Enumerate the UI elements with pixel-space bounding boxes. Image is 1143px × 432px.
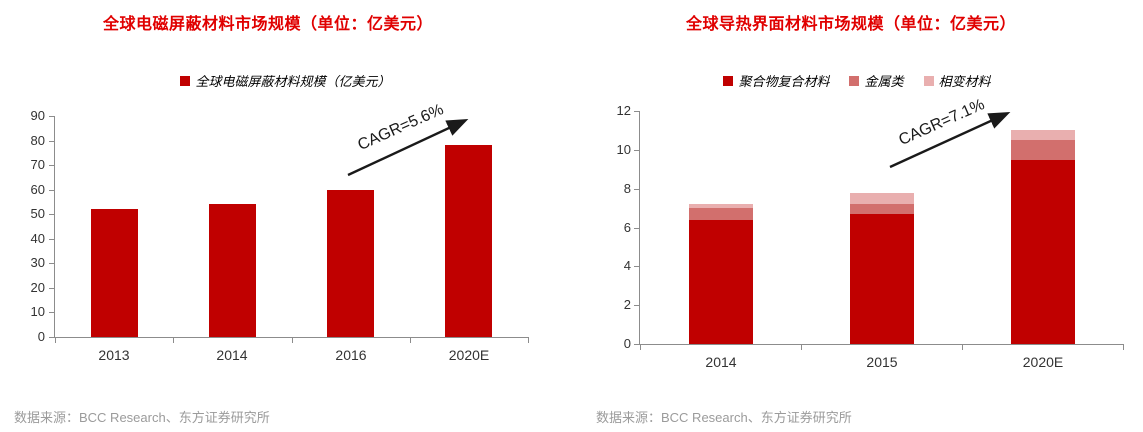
legend-label: 全球电磁屏蔽材料规模（亿美元） (195, 75, 391, 90)
emi-chart-legend: 全球电磁屏蔽材料规模（亿美元） (0, 71, 571, 90)
y-tick-label: 8 (623, 181, 631, 196)
y-tick (49, 141, 54, 142)
bar-segment-2020E-s0 (445, 145, 492, 337)
y-axis-line (54, 116, 55, 338)
y-tick-label: 6 (623, 220, 631, 235)
y-tick-label: 0 (623, 336, 631, 351)
y-tick-label: 2 (623, 297, 631, 312)
bar-segment-2013-s0 (91, 209, 138, 337)
x-tick (962, 345, 963, 350)
y-tick-label: 80 (30, 133, 45, 148)
x-axis-line (639, 344, 1124, 345)
y-tick (634, 344, 639, 345)
bar-segment-2014-s0 (209, 204, 256, 337)
bar-segment-2015-s1 (850, 204, 914, 214)
y-tick (49, 214, 54, 215)
x-category-label: 2015 (866, 354, 898, 370)
y-tick-label: 10 (616, 142, 631, 157)
x-tick (173, 338, 174, 343)
legend-label: 金属类 (864, 75, 904, 90)
emi-shielding-chart-panel: 全球电磁屏蔽材料市场规模（单位：亿美元） 全球电磁屏蔽材料规模（亿美元） 0 10… (0, 0, 571, 432)
tim-chart-title: 全球导热界面材料市场规模（单位：亿美元） (685, 16, 1016, 33)
emi-chart-plot: 0 10 20 30 40 50 60 70 80 90 2013 2014 2016 2020E (0, 0, 571, 432)
y-tick (634, 305, 639, 306)
y-tick (634, 111, 639, 112)
y-tick (49, 239, 54, 240)
y-tick-label: 90 (30, 108, 45, 123)
bar-segment-2016-s0 (327, 189, 374, 337)
x-tick (55, 338, 56, 343)
legend-swatch-icon (923, 75, 934, 86)
x-axis-line (54, 337, 529, 338)
y-tick (634, 266, 639, 267)
bar-segment-2015-s0 (850, 213, 914, 344)
y-tick (49, 190, 54, 191)
legend-swatch-icon (849, 75, 860, 86)
y-tick-label: 12 (616, 103, 631, 118)
x-tick (640, 345, 641, 350)
x-tick (528, 338, 529, 343)
bar-segment-2020E-s1 (1011, 140, 1075, 160)
y-tick-label: 50 (30, 206, 45, 221)
y-tick-label: 10 (30, 304, 45, 319)
bar-segment-2014-s1 (689, 208, 753, 220)
y-tick-label: 4 (623, 258, 631, 273)
y-tick (49, 337, 54, 338)
y-tick (634, 228, 639, 229)
x-category-label: 2020E (1022, 354, 1064, 370)
legend-swatch-icon (723, 75, 734, 86)
y-tick-label: 40 (30, 231, 45, 246)
y-tick-label: 20 (30, 280, 45, 295)
y-tick (49, 263, 54, 264)
legend-item-1: 金属类 (849, 71, 904, 90)
legend-swatch-icon (180, 75, 191, 86)
bar-segment-2014-s2 (689, 204, 753, 209)
y-tick-label: 60 (30, 182, 45, 197)
y-tick-label: 30 (30, 255, 45, 270)
legend-item-0: 全球电磁屏蔽材料规模（亿美元） (180, 71, 391, 90)
bar-segment-2020E-s2 (1011, 130, 1075, 141)
x-category-label: 2020E (448, 347, 490, 363)
y-tick-label: 70 (30, 157, 45, 172)
bar-segment-2020E-s0 (1011, 159, 1075, 344)
tim-chart-legend: 聚合物复合材料 金属类 相变材料 (571, 71, 1143, 90)
legend-item-2: 相变材料 (923, 71, 991, 90)
x-category-label: 2014 (705, 354, 737, 370)
y-tick (634, 189, 639, 190)
tim-trend-arrow-icon (889, 112, 1011, 169)
thermal-interface-chart-panel: 全球导热界面材料市场规模（单位：亿美元） 聚合物复合材料 金属类 相变材料 0 2 4 6… (571, 0, 1143, 432)
y-tick-label: 0 (37, 329, 45, 344)
emi-source-note: 数据来源：BCC Research、东方证券研究所 (14, 410, 270, 425)
y-tick (49, 116, 54, 117)
emi-trend-arrow-icon (347, 118, 469, 177)
legend-label: 聚合物复合材料 (738, 75, 830, 90)
y-tick (49, 165, 54, 166)
bar-segment-2014-s0 (689, 219, 753, 344)
x-tick (1123, 345, 1124, 350)
x-category-label: 2013 (98, 347, 130, 363)
y-tick (49, 288, 54, 289)
tim-chart-plot: 0 2 4 6 8 10 12 2014 2015 2020E (571, 0, 1143, 432)
y-tick (49, 312, 54, 313)
x-tick (292, 338, 293, 343)
y-axis-line (639, 111, 640, 345)
legend-item-0: 聚合物复合材料 (723, 71, 829, 90)
y-tick (634, 150, 639, 151)
legend-label: 相变材料 (938, 75, 991, 90)
x-tick (410, 338, 411, 343)
x-category-label: 2014 (216, 347, 248, 363)
tim-source-note: 数据来源：BCC Research、东方证券研究所 (596, 410, 852, 425)
x-category-label: 2016 (335, 347, 367, 363)
x-tick (801, 345, 802, 350)
emi-chart-title: 全球电磁屏蔽材料市场规模（单位：亿美元） (102, 16, 433, 33)
bar-segment-2015-s2 (850, 192, 914, 205)
